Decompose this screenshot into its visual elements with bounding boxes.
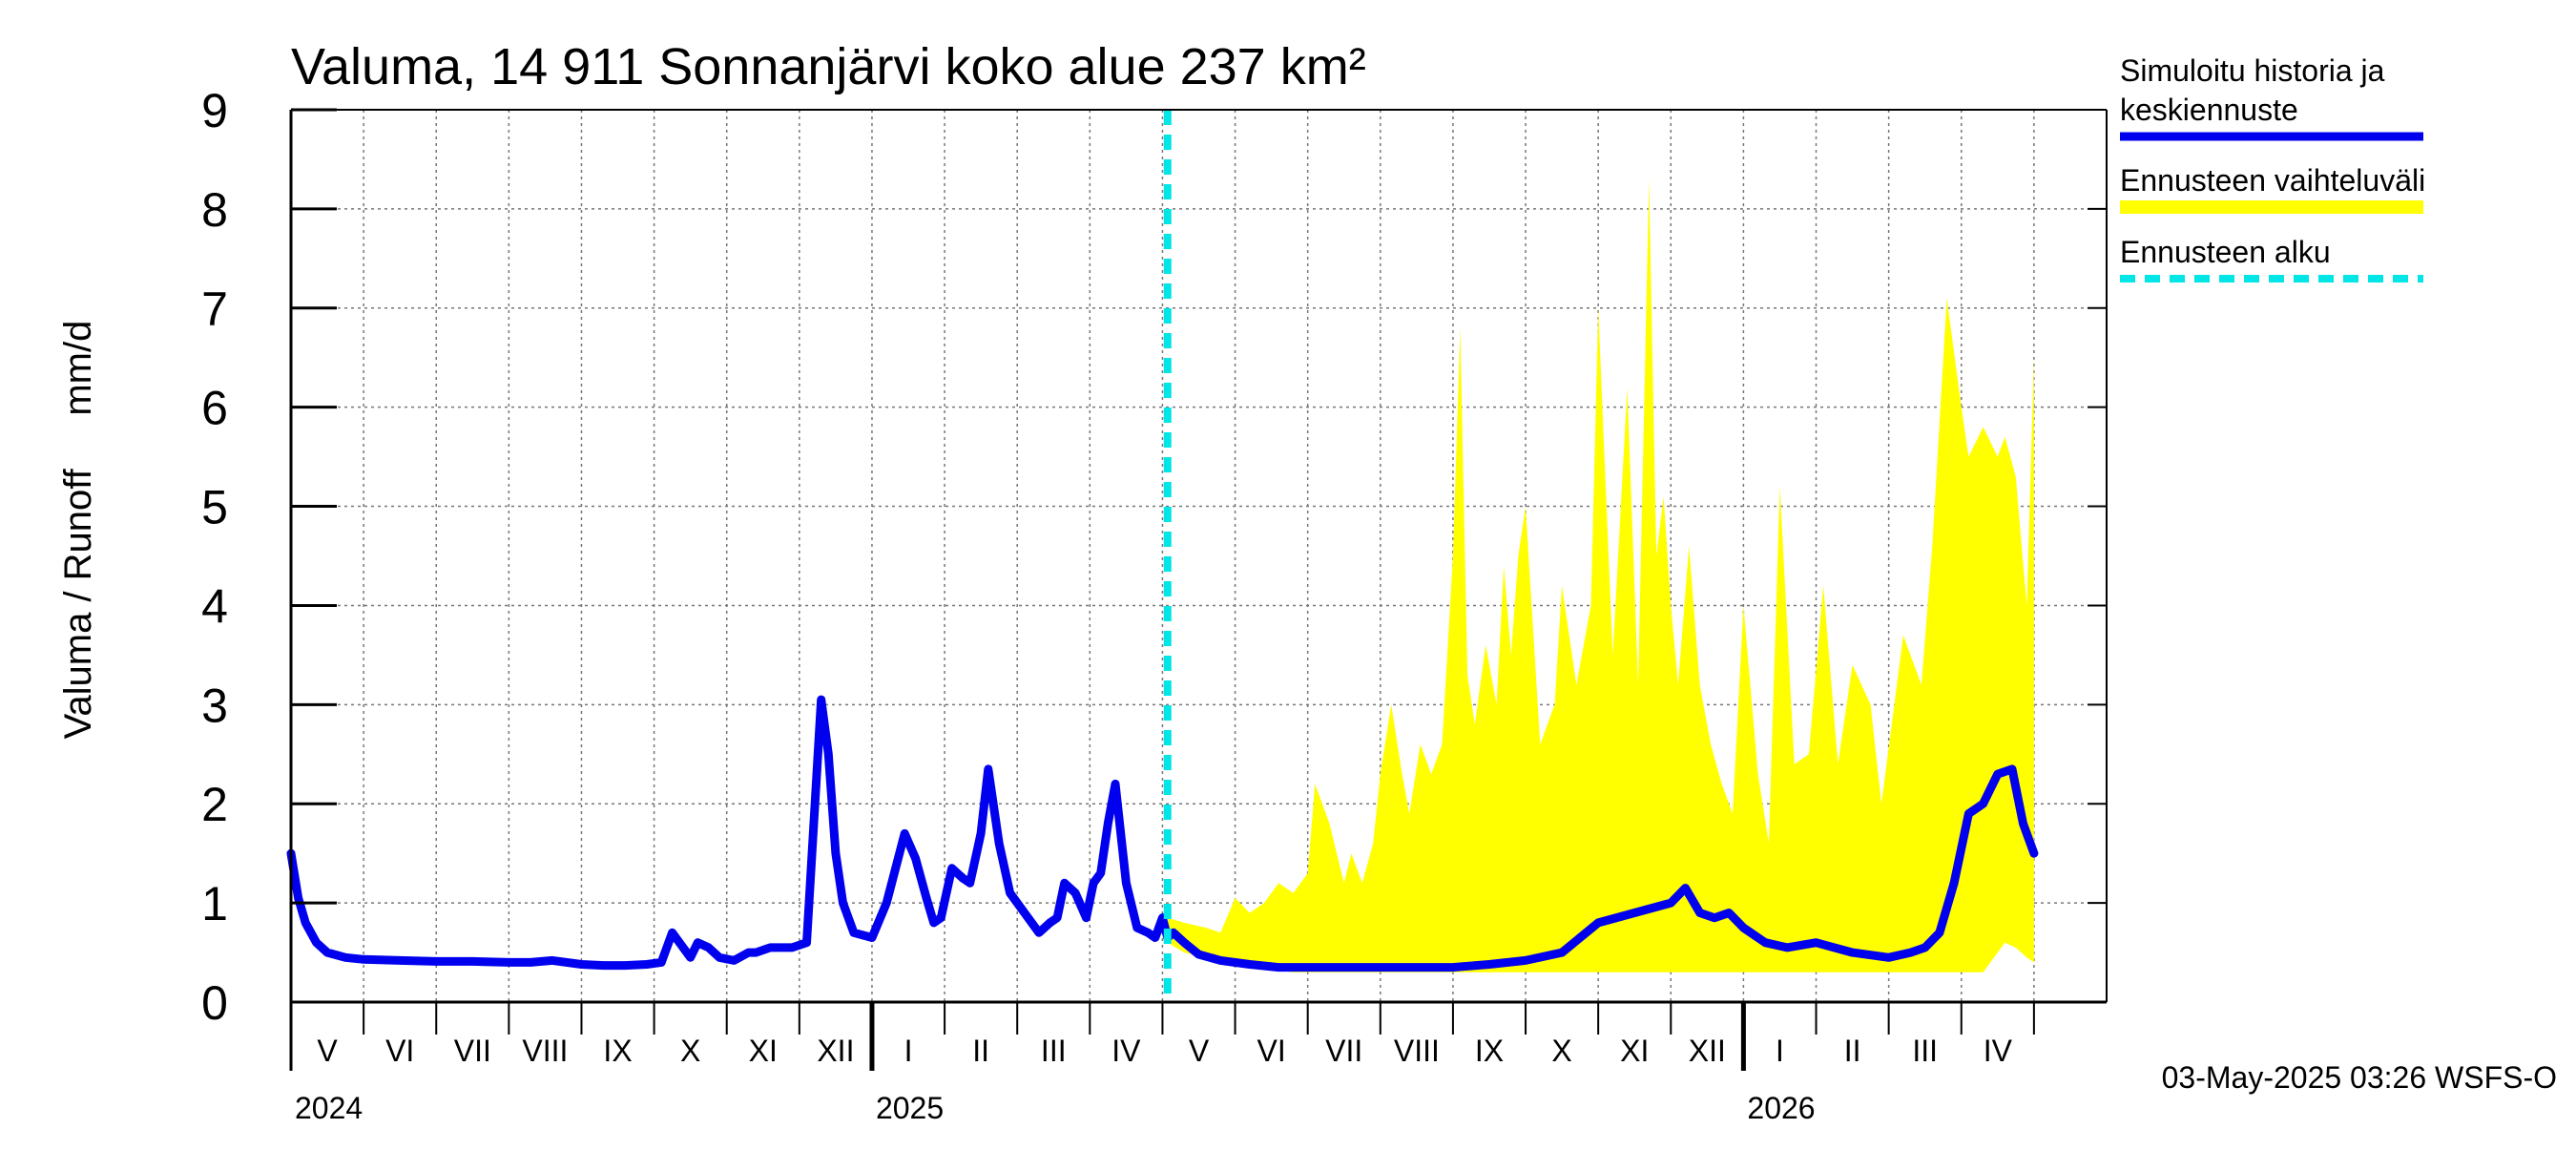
month-label: VII [1325,1034,1362,1068]
chart-title: Valuma, 14 911 Sonnanjärvi koko alue 237… [291,38,1366,95]
month-label: V [317,1034,338,1068]
year-label: 2024 [295,1091,363,1125]
forecast-range-area [1167,178,2034,972]
month-label: XII [817,1034,854,1068]
y-axis-label: Valuma / Runoff mm/d [57,321,99,740]
legend: Simuloitu historia ja keskiennuste Ennus… [2120,53,2425,282]
y-tick-label: 8 [201,183,228,237]
legend-band-label: Ennusteen vaihteluväli [2120,163,2425,198]
month-label: III [1912,1034,1938,1068]
month-label: IX [603,1034,632,1068]
y-tick-label: 5 [201,481,228,534]
month-label: III [1041,1034,1067,1068]
month-label: IX [1475,1034,1504,1068]
month-label: I [1776,1034,1784,1068]
month-label: VII [454,1034,491,1068]
y-tick-label: 4 [201,579,228,633]
footer-timestamp: 03-May-2025 03:26 WSFS-O [2162,1060,2557,1095]
year-label: 2025 [876,1091,944,1125]
month-label: X [680,1034,700,1068]
month-label: I [904,1034,913,1068]
y-tick-labels: 0 1 2 3 4 5 6 7 8 9 [201,84,228,1030]
month-label: II [1844,1034,1861,1068]
year-label: 2026 [1747,1091,1815,1125]
y-tick-label: 6 [201,382,228,435]
y-tick-label: 7 [201,282,228,336]
month-label: VIII [522,1034,568,1068]
x-tick-labels: V VI VII VIII IX X XI XII I II III IV V VI VII VIII IX X X… [295,1034,2013,1125]
month-label: IV [1111,1034,1141,1068]
forecast-range-band [1167,178,2034,972]
month-label: VI [385,1034,414,1068]
axes [289,108,2108,1071]
y-tick-label: 9 [201,84,228,137]
month-label: XII [1689,1034,1726,1068]
month-label: V [1189,1034,1210,1068]
month-label: VI [1257,1034,1286,1068]
y-tick-label: 1 [201,877,228,930]
legend-history-label-line1: Simuloitu historia ja [2120,53,2385,88]
month-label: II [972,1034,989,1068]
month-label: XI [1620,1034,1649,1068]
month-label: VIII [1394,1034,1440,1068]
month-label: X [1551,1034,1571,1068]
history-and-mean-forecast [286,695,2039,972]
history-mean-line [286,695,2039,972]
legend-start-label: Ennusteen alku [2120,235,2331,269]
legend-history-label-line2: keskiennuste [2120,93,2298,127]
y-tick-label: 3 [201,679,228,732]
y-tick-label: 0 [201,976,228,1030]
month-label: IV [1984,1034,2013,1068]
y-tick-label: 2 [201,778,228,831]
month-label: XI [749,1034,778,1068]
